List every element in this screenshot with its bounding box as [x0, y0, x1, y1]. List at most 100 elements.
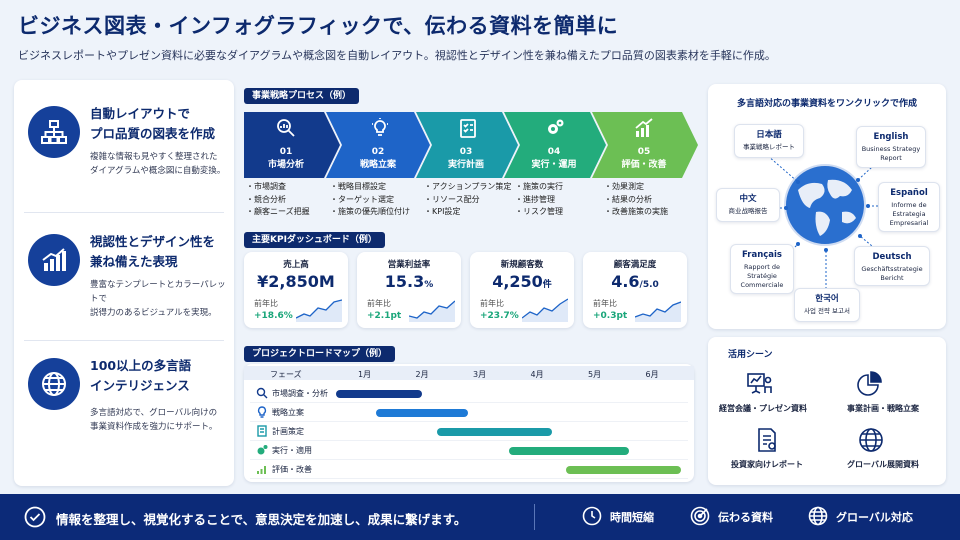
checklist-icon [257, 425, 267, 437]
roadmap-row-label: 計画策定 [272, 427, 304, 436]
language-japanese: 日本語 事業戦略レポート [734, 124, 804, 158]
process-bullets-3: ・アクションプラン策定 ・リソース配分 ・KPI設定 [424, 182, 512, 216]
language-spanish: Español Informe de Estrategia Empresarial [878, 182, 940, 232]
divider [534, 504, 535, 530]
kpi-label: 営業利益率 [387, 260, 431, 270]
footer-banner: 情報を整理し、視覚化することで、意思決定を加速し、成果に繋げます。 時間短縮 伝… [0, 494, 960, 540]
process-step-3: 03 実行計画 [447, 147, 484, 170]
roadmap-month-label: 4月 [530, 370, 544, 379]
kpi-compare-label: 前年比 [367, 299, 391, 308]
languages-panel: 多言語対応の事業資料をワンクリックで作成 日本語 事業戦略レポート English… [708, 84, 946, 329]
lightbulb-icon [257, 406, 267, 418]
process-step-5: 05 評価・改善 [621, 147, 667, 170]
process-bullets-4: ・施策の実行 ・進捗管理 ・リスク管理 [515, 182, 563, 216]
roadmap-header [244, 366, 694, 380]
process-step-1: 01 市場分析 [267, 147, 304, 170]
globe-icon [28, 358, 80, 410]
kpi-delta: +0.3pt [593, 311, 628, 321]
roadmap-bar [508, 447, 630, 455]
usecase-label: 投資家向けレポート [731, 460, 803, 469]
kpi-card-sales: 売上高 ¥2,850M 前年比 +18.6% [244, 252, 348, 328]
process-chevron-4 [504, 112, 606, 178]
kpi-compare-label: 前年比 [480, 299, 504, 308]
feature-description: 複雑な情報も見やすく整理された ダイアグラムや概念図に自動変換。 [90, 152, 226, 176]
feature-title: 自動レイアウトで プロ品質の図表を作成 [90, 106, 216, 141]
checklist-icon [460, 119, 476, 138]
report-icon [758, 428, 776, 452]
process-bullets-5: ・効果測定 ・結果の分析 ・改善施策の実施 [604, 182, 668, 216]
footer-item-clear-docs: 伝わる資料 [718, 511, 773, 524]
roadmap-month-label: 6月 [645, 370, 659, 379]
kpi-value: ¥2,850M [257, 272, 335, 291]
footer-item-time-saving: 時間短縮 [610, 511, 654, 524]
process-section-tag: 事業戦略プロセス（例） [244, 88, 360, 104]
process-bullets-2: ・戦略目標設定 ・ターゲット選定 ・施策の優先順位付け [330, 182, 410, 216]
lightbulb-icon [372, 118, 388, 136]
roadmap-phase-header: フェーズ [270, 370, 302, 379]
roadmap-row-divider [250, 478, 688, 479]
roadmap-gantt [244, 364, 694, 482]
roadmap-row-divider [250, 440, 688, 441]
footer-message: 情報を整理し、視覚化することで、意思決定を加速し、成果に繋げます。 [56, 512, 467, 527]
roadmap-month-label: 2月 [415, 370, 429, 379]
usecases-panel: 活用シーン 経営会議・プレゼン資料 事業計画・戦略立案 投資家向けレポート グロ… [708, 337, 946, 485]
growth-chart-icon [257, 466, 266, 474]
roadmap-row-label: 市場調査・分析 [272, 389, 328, 398]
kpi-compare-label: 前年比 [254, 299, 278, 308]
page-subtitle: ビジネスレポートやプレゼン資料に必要なダイアグラムや概念図を自動レイアウト。視認… [18, 49, 776, 62]
roadmap-bar [436, 428, 552, 436]
process-chevron-5 [592, 112, 698, 178]
kpi-value: 4.6/5.0 [611, 272, 659, 291]
usecases-title: 活用シーン [728, 350, 773, 360]
magnifier-chart-icon [277, 119, 295, 137]
roadmap-row-divider [250, 402, 688, 403]
kpi-card-margin: 営業利益率 15.3% 前年比 +2.1pt [357, 252, 461, 328]
feature-description: 多言語対応で、グローバル向けの 事業資料作成を強力にサポート。 [90, 408, 218, 432]
divider [24, 340, 224, 341]
kpi-delta: +18.6% [254, 311, 293, 321]
language-german: Deutsch Geschäftsstrategie Bericht [854, 246, 930, 286]
feature-auto-layout: 自動レイアウトで プロ品質の図表を作成 複雑な情報も見やすく整理された ダイアグ… [24, 102, 229, 202]
page-title: ビジネス図表・インフォグラフィックで、伝わる資料を簡単に [18, 14, 619, 38]
kpi-delta: +23.7% [480, 311, 519, 321]
globe-icon [808, 506, 828, 526]
magnifier-icon [256, 387, 268, 399]
kpi-card-satisfaction: 顧客満足度 4.6/5.0 前年比 +0.3pt [583, 252, 687, 328]
pie-chart-icon [857, 371, 882, 396]
presentation-icon [747, 373, 772, 394]
kpi-label: 売上高 [283, 260, 309, 270]
kpi-value: 4,250件 [492, 272, 552, 291]
language-korean: 한국어 사업 전략 보고서 [794, 288, 860, 322]
divider [24, 212, 224, 213]
feature-title: 100以上の多言語 インテリジェンス [90, 358, 192, 393]
target-icon [690, 506, 710, 526]
sparkline [409, 300, 455, 322]
process-step-2: 02 戦略立案 [359, 147, 396, 170]
language-chinese: 中文 商业战略报告 [716, 188, 780, 222]
roadmap-row-divider [250, 421, 688, 422]
process-step-4: 04 実行・運用 [531, 147, 577, 170]
roadmap-row-label: 評価・改善 [272, 465, 312, 474]
process-chevrons [244, 112, 698, 178]
features-panel: 自動レイアウトで プロ品質の図表を作成 複雑な情報も見やすく整理された ダイアグ… [14, 80, 234, 486]
language-french: Français Rapport de Stratégie Commerciale [730, 244, 794, 294]
usecase-label: グローバル展開資料 [847, 460, 919, 469]
clock-icon [582, 506, 602, 526]
usecase-label: 事業計画・戦略立案 [847, 404, 919, 413]
roadmap-bar [566, 466, 681, 474]
roadmap-row-label: 戦略立案 [272, 408, 304, 417]
sparkline [522, 298, 568, 322]
kpi-card-new-customers: 新規顧客数 4,250件 前年比 +23.7% [470, 252, 574, 328]
org-chart-icon [28, 106, 80, 158]
feature-design: 視認性とデザイン性を 兼ね備えた表現 豊富なテンプレートとカラーパレットで 説得… [24, 230, 229, 330]
roadmap-bar [336, 390, 423, 398]
kpi-section-tag: 主要KPIダッシュボード（例） [244, 232, 385, 248]
globe-icon [859, 428, 883, 452]
bar-chart-icon [28, 234, 80, 286]
kpi-label: 顧客満足度 [613, 260, 657, 270]
roadmap-section-tag: プロジェクトロードマップ（例） [244, 346, 396, 362]
roadmap-row-label: 実行・適用 [272, 446, 312, 455]
roadmap-bar [376, 409, 469, 417]
kpi-compare-label: 前年比 [593, 299, 617, 308]
process-chevron-1 [244, 112, 340, 178]
